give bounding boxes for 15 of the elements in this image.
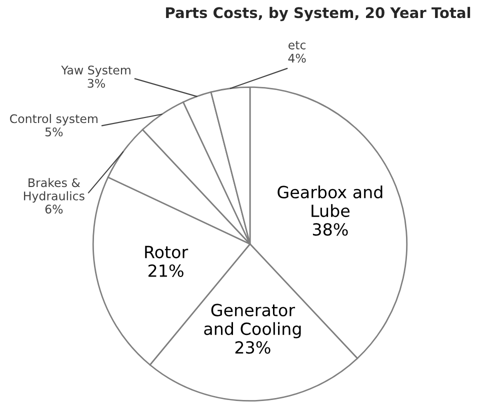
slice-label: Rotor (145, 246, 188, 258)
slice-label: Control system (10, 114, 98, 126)
data-label: 21% (148, 264, 184, 277)
data-label: 3% (88, 78, 105, 88)
chart-title: Parts Costs, by System, 20 Year Total (166, 6, 470, 22)
data-label: 4% (288, 54, 306, 63)
slice-label: Generator and Cooling (204, 304, 301, 338)
data-label: 23% (235, 341, 270, 354)
data-label: 38% (312, 223, 348, 236)
slice-label: etc (288, 40, 306, 50)
slice-label: Yaw System (61, 66, 130, 77)
data-label: 5% (45, 127, 63, 136)
slice-label: Gearbox and Lube (278, 186, 382, 218)
slice-label: Brakes & Hydraulics (24, 178, 84, 203)
data-label: 6% (45, 204, 63, 214)
